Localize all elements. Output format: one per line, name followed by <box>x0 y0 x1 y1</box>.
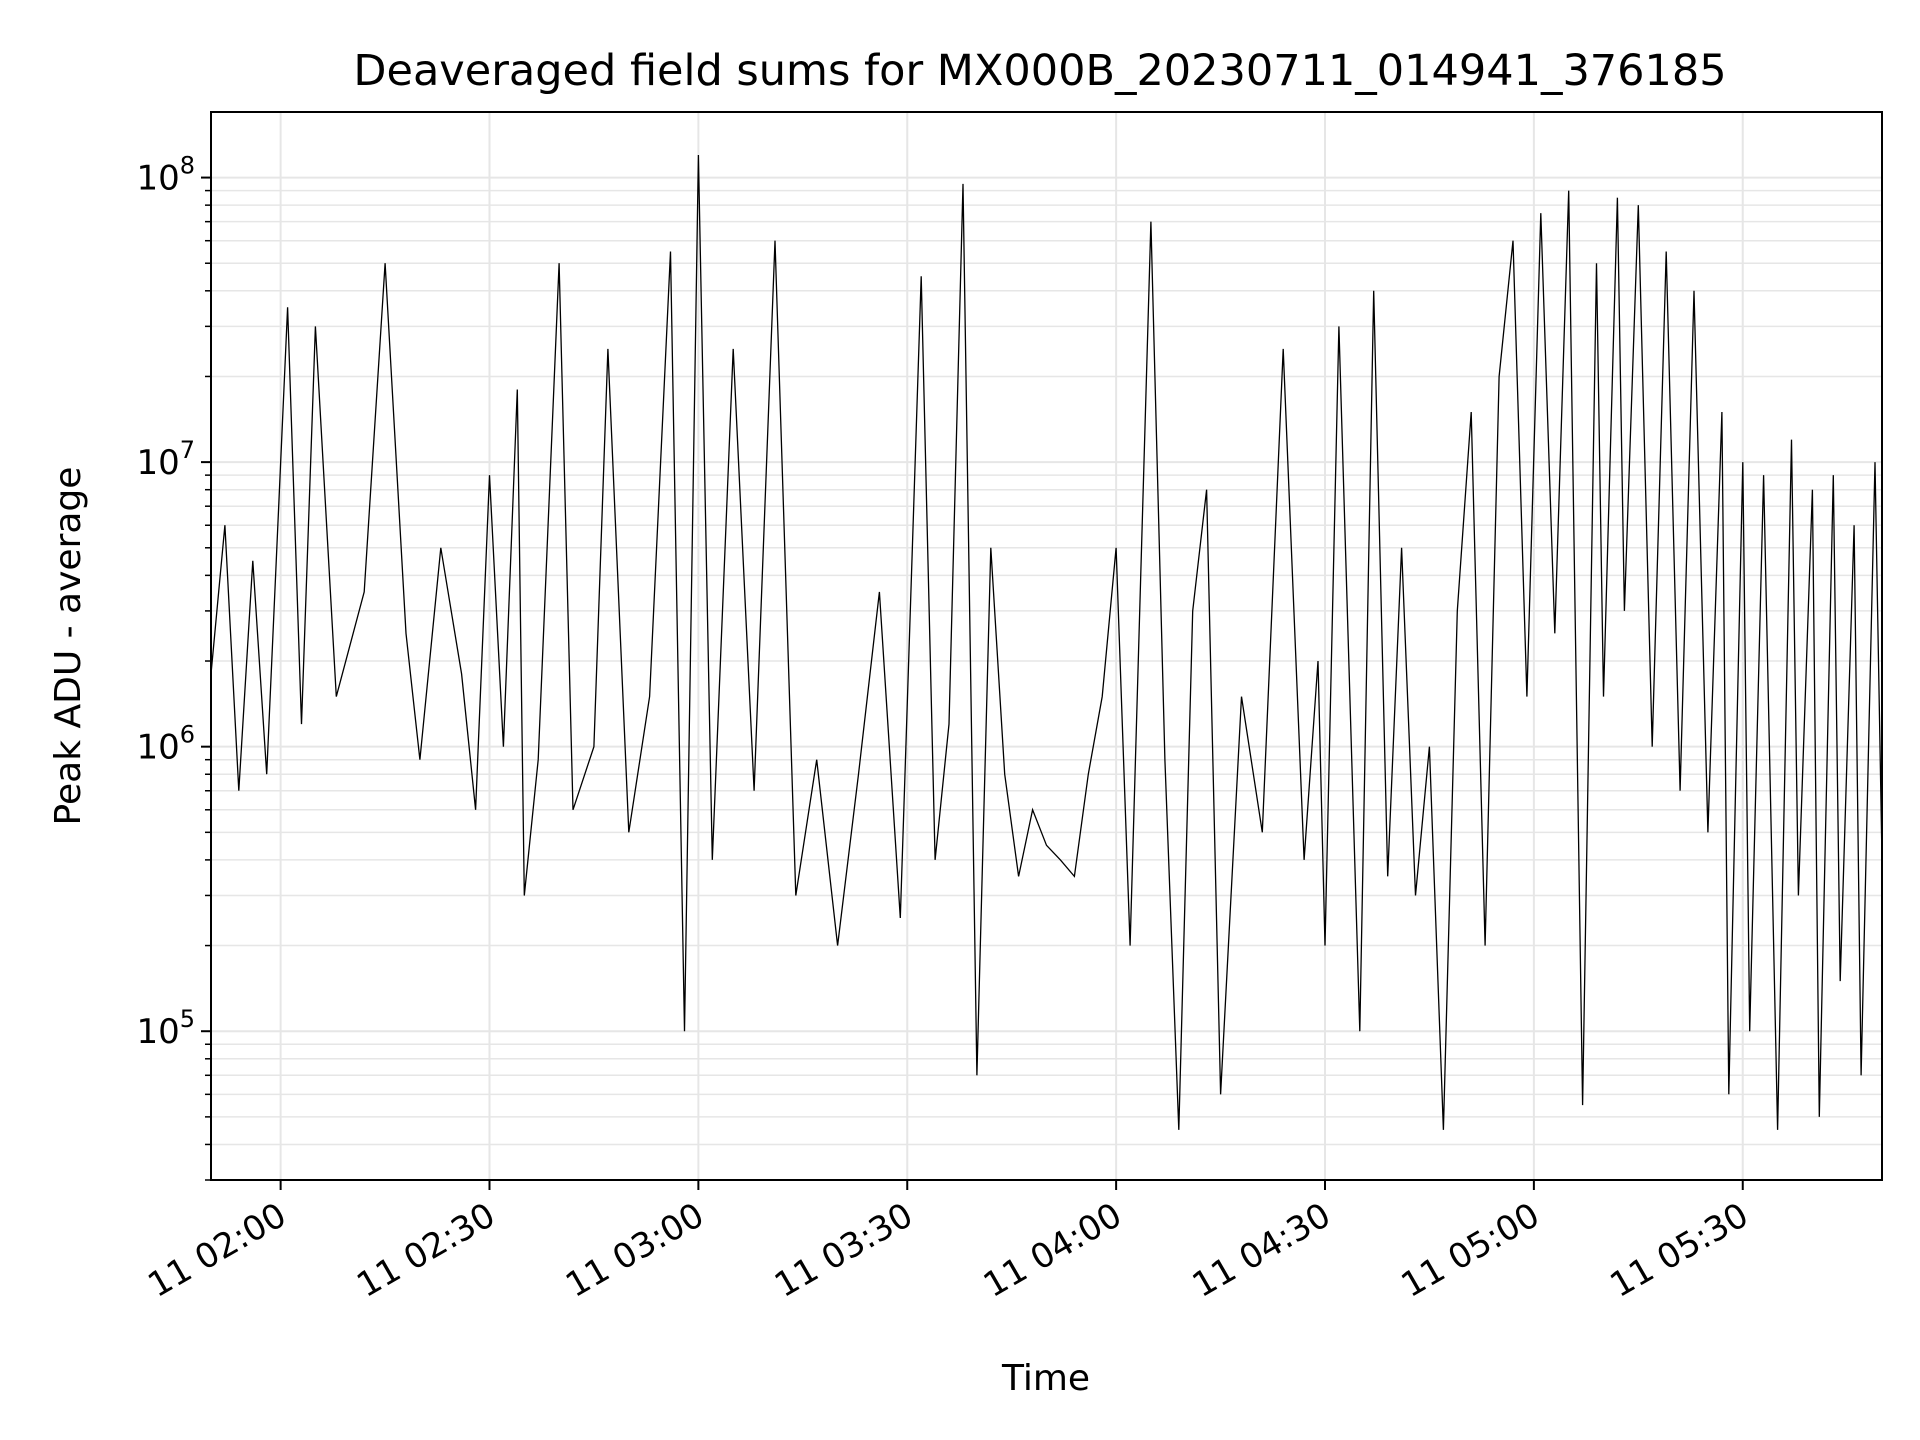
x-tick-label: 11 03:00 <box>559 1195 711 1306</box>
y-axis-label: Peak ADU - average <box>48 467 89 826</box>
grid-layer <box>211 112 1882 1181</box>
x-tick-label: 11 04:30 <box>1186 1195 1338 1306</box>
x-tick-label: 11 04:00 <box>977 1195 1129 1306</box>
x-tick-label: 11 03:30 <box>768 1195 920 1306</box>
x-tick-label: 11 02:30 <box>350 1195 502 1306</box>
y-tick-label: 107 <box>136 436 195 483</box>
x-tick-label: 11 05:00 <box>1395 1195 1547 1306</box>
y-tick-label: 108 <box>136 152 195 199</box>
x-tick-label: 11 05:30 <box>1604 1195 1756 1306</box>
y-axis: 105 106 107 108 <box>136 152 211 1181</box>
x-axis: 11 02:00 11 02:30 11 03:00 11 03:30 11 04:00… <box>141 1180 1755 1306</box>
y-tick-label: 106 <box>136 721 195 768</box>
series-layer <box>210 154 1883 1130</box>
series-line <box>210 154 1883 1130</box>
chart-title: Deaveraged field sums for MX000B_2023071… <box>353 46 1726 96</box>
x-tick-label: 11 02:00 <box>141 1195 293 1306</box>
plot-frame <box>210 111 1883 1181</box>
x-axis-label: Time <box>1001 1358 1090 1399</box>
y-tick-label: 105 <box>136 1005 195 1052</box>
